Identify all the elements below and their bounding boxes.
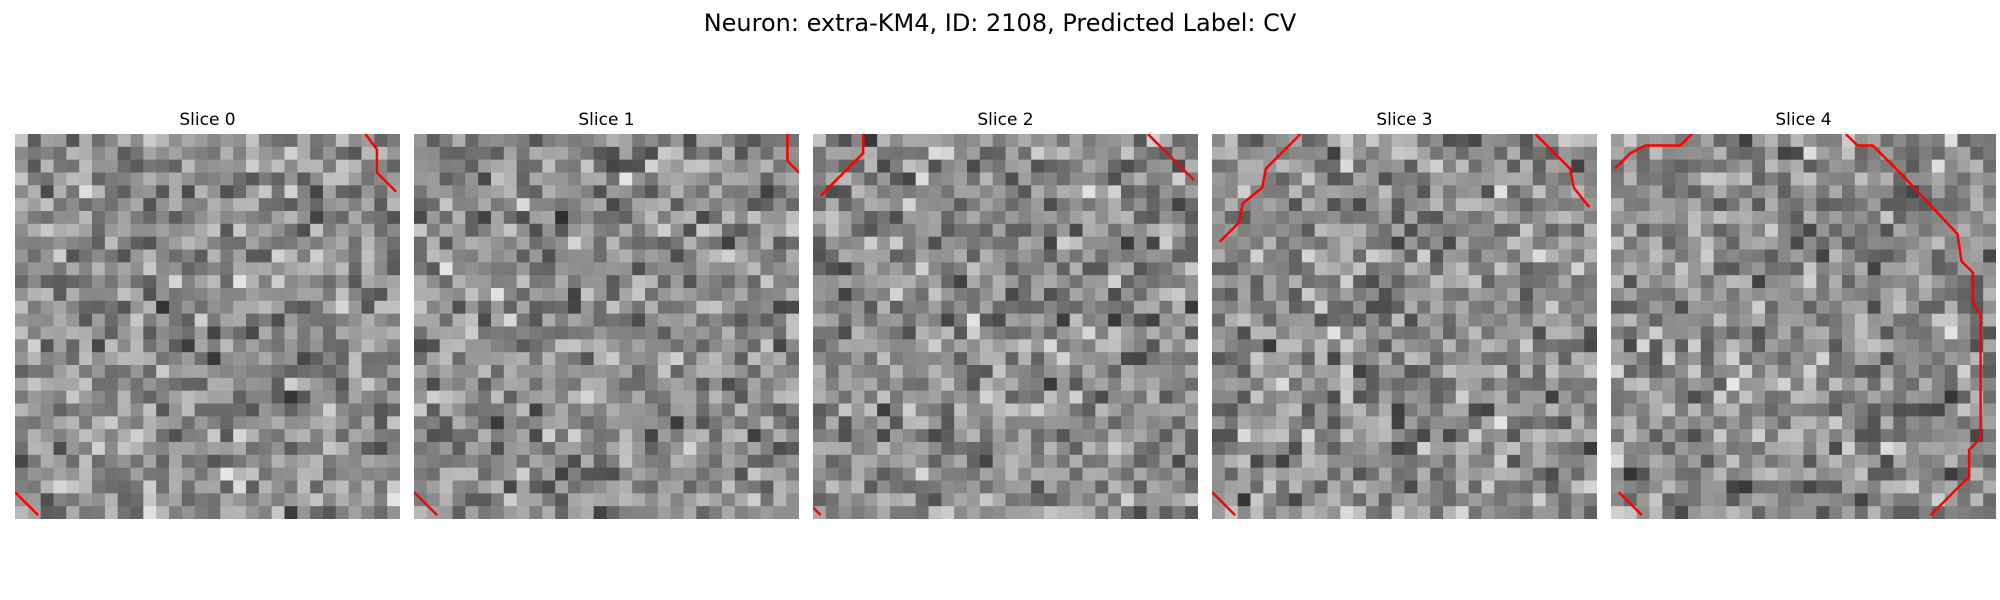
contour-line: [15, 491, 39, 516]
slice-panel-3: Slice 3: [1212, 108, 1597, 519]
contour-line: [819, 134, 865, 197]
slice-panel-1: Slice 1: [414, 108, 799, 519]
contour-line: [1212, 491, 1236, 516]
slice-title: Slice 4: [1775, 110, 1832, 130]
contour-line: [1218, 134, 1302, 243]
slice-title: Slice 2: [977, 110, 1034, 130]
contour-line: [1534, 134, 1591, 208]
contour-line: [1614, 134, 1693, 170]
slice-image: [1611, 134, 1996, 519]
slice-panel-4: Slice 4: [1611, 108, 1996, 519]
contour-line: [1617, 491, 1643, 516]
slice-image: [813, 134, 1198, 519]
contour-line: [414, 491, 438, 516]
contour-line: [786, 134, 799, 174]
slice-image: [1212, 134, 1597, 519]
figure-title: Neuron: extra-KM4, ID: 2108, Predicted L…: [703, 9, 1297, 37]
contour-line: [1147, 134, 1195, 182]
slice-panel-2: Slice 2: [813, 108, 1198, 519]
slice-title: Slice 3: [1376, 110, 1433, 130]
slice-panel-0: Slice 0: [15, 108, 400, 519]
contour-line: [813, 506, 822, 516]
slice-image: [414, 134, 799, 519]
slice-title: Slice 1: [578, 110, 635, 130]
contour-line: [364, 134, 397, 193]
slice-image: [15, 134, 400, 519]
slice-title: Slice 0: [179, 110, 236, 130]
contour-line: [1844, 134, 1982, 516]
